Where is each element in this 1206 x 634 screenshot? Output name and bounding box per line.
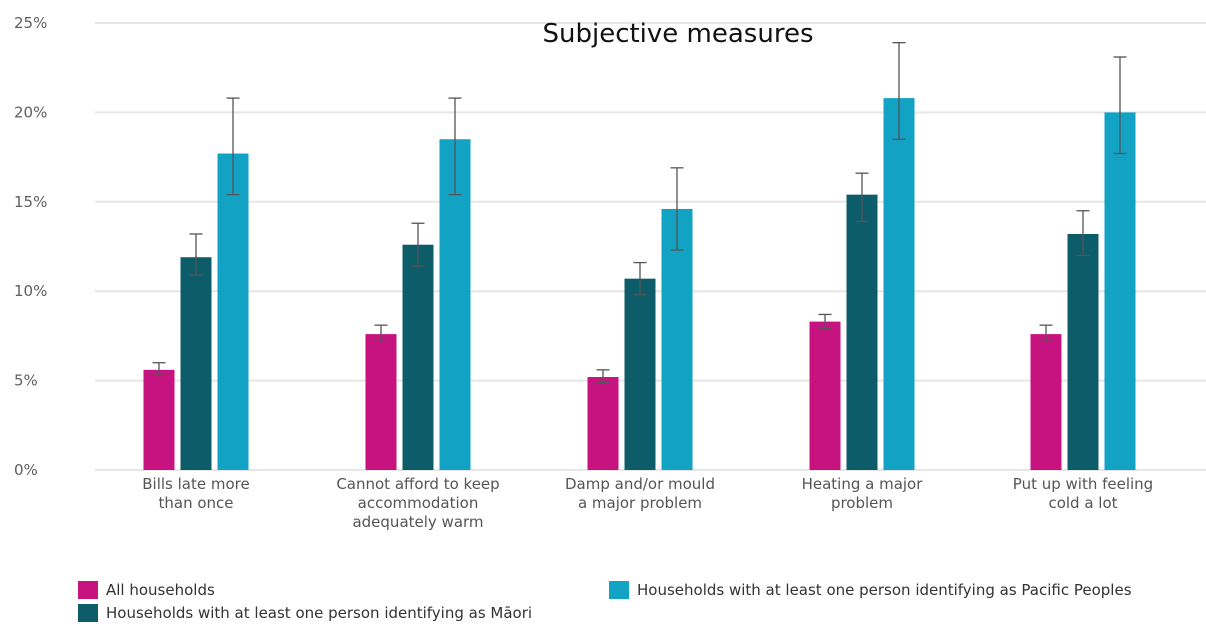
legend-swatch [78, 581, 98, 599]
bar [624, 278, 656, 470]
bar [402, 244, 434, 470]
y-tick-label: 0% [14, 461, 38, 479]
bar [1030, 334, 1062, 470]
y-axis-ticks: 0% 5% 10% 15% 20% 25% [14, 14, 47, 479]
y-tick-label: 15% [14, 193, 47, 211]
x-tick-label: Heating a major problem [802, 475, 924, 512]
bar [1104, 112, 1136, 471]
bar [809, 321, 841, 470]
legend-swatch [78, 604, 98, 622]
bar [883, 98, 915, 470]
x-axis-categories: Bills late more than once Cannot afford to… [142, 475, 1153, 531]
legend-item: Households with at least one person iden… [609, 581, 1132, 599]
y-tick-label: 20% [14, 103, 47, 121]
bar [587, 377, 619, 470]
x-tick-label: Put up with feeling cold a lot [1013, 475, 1153, 512]
bar [365, 334, 397, 470]
bar [180, 257, 212, 470]
y-tick-label: 25% [14, 14, 47, 32]
x-tick-label: Cannot afford to keep accommodation adequa… [336, 475, 499, 531]
legend-item: All households [78, 581, 215, 599]
error-bars [152, 42, 1127, 384]
bar [143, 369, 175, 470]
x-tick-label: Damp and/or mould a major problem [565, 475, 715, 512]
legend: All households Households with at least o… [78, 581, 1132, 622]
y-tick-label: 5% [14, 372, 38, 390]
legend-swatch [609, 581, 629, 599]
chart-title: Subjective measures [542, 19, 813, 49]
legend-item: Households with at least one person iden… [78, 604, 532, 622]
y-tick-label: 10% [14, 282, 47, 300]
bar [846, 194, 878, 470]
x-tick-label: Bills late more than once [142, 475, 249, 512]
legend-label: Households with at least one person iden… [106, 604, 532, 622]
legend-label: All households [106, 581, 215, 599]
bars [143, 98, 1136, 471]
bar [217, 153, 249, 471]
bar [1067, 233, 1099, 470]
bar [661, 208, 693, 470]
legend-label: Households with at least one person iden… [637, 581, 1132, 599]
